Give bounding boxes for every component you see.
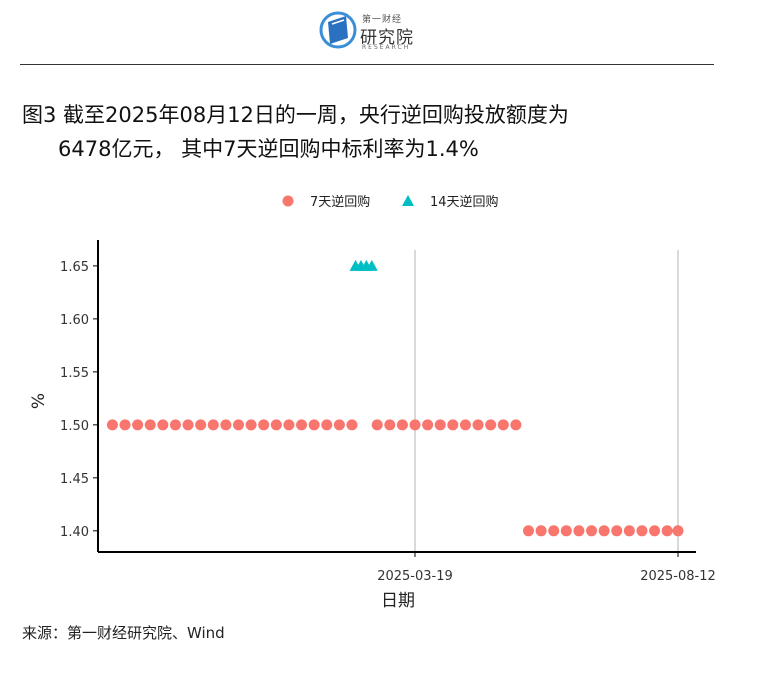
data-point-7d (144, 419, 156, 431)
data-point-7d (119, 419, 131, 431)
source-note: 来源：第一财经研究院、Wind (22, 624, 225, 642)
data-point-7d (649, 525, 661, 537)
x-axis-title: 日期 (381, 591, 415, 611)
data-point-7d (459, 419, 471, 431)
chart-axes: 1.40 1.45 1.50 1.55 1.60 1.65 2025-03-19 2025-0… (29, 240, 716, 611)
y-tick-label: 1.50 (60, 419, 89, 434)
chart-legend: 7天逆回购 14天逆回购 (282, 194, 499, 210)
chart-grid (414, 250, 679, 552)
data-point-7d (258, 419, 270, 431)
data-point-7d (308, 419, 320, 431)
data-point-7d (396, 419, 408, 431)
chart-points (106, 259, 684, 537)
data-point-7d (333, 419, 345, 431)
data-point-7d (485, 419, 497, 431)
data-point-7d (510, 419, 522, 431)
logo-mark-icon (319, 11, 357, 49)
data-point-7d (106, 419, 118, 431)
data-point-14d (365, 259, 378, 271)
data-point-7d (497, 419, 509, 431)
data-point-7d (447, 419, 459, 431)
data-point-7d (157, 419, 169, 431)
y-tick-label: 1.65 (60, 260, 89, 275)
y-tick-label: 1.40 (60, 525, 89, 540)
data-point-7d (611, 525, 623, 537)
y-tick-label: 1.60 (60, 313, 89, 328)
data-point-7d (422, 419, 434, 431)
logo: 第一财经 研究院 RESEARCH (318, 8, 428, 52)
y-tick-label: 1.45 (60, 472, 89, 487)
chart: 7天逆回购 14天逆回购 1.40 1.45 1.50 1.55 1.60 1.65 2025… (29, 194, 716, 611)
legend-marker-14d (402, 195, 414, 206)
figure-title: 图3 截至2025年08月12日的一周，央行逆回购投放额度为 6478亿元， 其… (22, 98, 569, 166)
logo-text-small: 第一财经 (362, 15, 403, 25)
y-tick-label: 1.55 (60, 366, 89, 381)
data-point-7d (586, 525, 598, 537)
data-point-7d (220, 419, 232, 431)
data-point-7d (296, 419, 308, 431)
logo-text-main: 研究院 (360, 28, 414, 48)
data-point-7d (245, 419, 257, 431)
data-point-7d (661, 525, 673, 537)
data-point-7d (283, 419, 295, 431)
data-point-7d (672, 525, 684, 537)
data-point-7d (548, 525, 560, 537)
legend-marker-7d (282, 195, 294, 207)
data-point-7d (182, 419, 194, 431)
data-point-7d (270, 419, 282, 431)
x-tick-label: 2025-03-19 (377, 569, 453, 584)
data-point-7d (573, 525, 585, 537)
data-point-7d (522, 525, 534, 537)
legend-label: 14天逆回购 (430, 194, 499, 210)
data-point-7d (321, 419, 333, 431)
data-point-7d (371, 419, 383, 431)
data-point-7d (132, 419, 144, 431)
legend-label: 7天逆回购 (310, 194, 370, 210)
data-point-7d (434, 419, 446, 431)
figure-title-line1: 图3 截至2025年08月12日的一周，央行逆回购投放额度为 (22, 103, 569, 127)
figure-title-line2: 6478亿元， 其中7天逆回购中标利率为1.4% (58, 137, 479, 161)
data-point-7d (472, 419, 484, 431)
data-point-7d (346, 419, 358, 431)
data-point-7d (560, 525, 572, 537)
data-point-7d (169, 419, 181, 431)
data-point-7d (598, 525, 610, 537)
header-divider (20, 64, 714, 65)
x-tick-label: 2025-08-12 (640, 569, 716, 584)
data-point-7d (535, 525, 547, 537)
data-point-7d (195, 419, 207, 431)
data-point-7d (232, 419, 244, 431)
data-point-7d (636, 525, 648, 537)
y-axis-title: % (29, 393, 49, 409)
data-point-7d (623, 525, 635, 537)
data-point-7d (409, 419, 421, 431)
data-point-7d (207, 419, 219, 431)
data-point-7d (384, 419, 396, 431)
logo-text-sub: RESEARCH (362, 44, 411, 51)
